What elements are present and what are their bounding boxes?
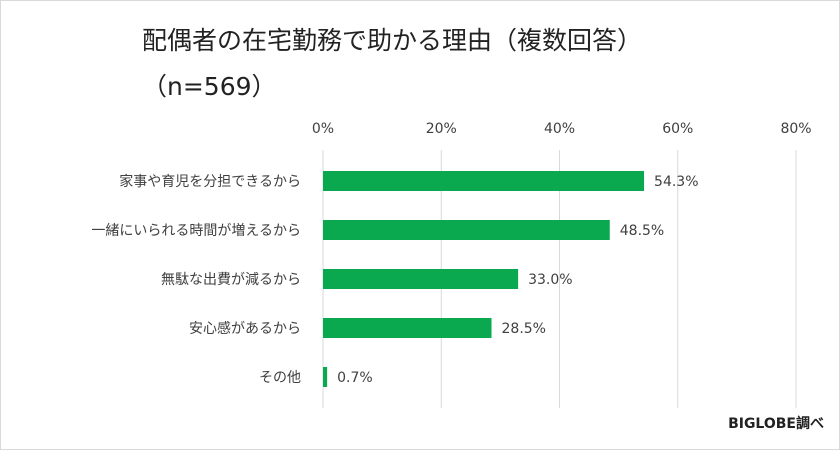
category-label: その他 — [259, 370, 301, 386]
bar — [323, 367, 328, 387]
bar — [323, 220, 610, 240]
data-label: 33.0% — [528, 272, 572, 288]
bar — [323, 171, 645, 191]
category-label: 無駄な出費が減るから — [161, 271, 301, 288]
x-tick-label: 0% — [312, 121, 334, 137]
title-line-2: （n=569） — [142, 72, 277, 101]
chart-title: 配偶者の在宅勤務で助かる理由（複数回答） （n=569） — [142, 24, 642, 116]
category-label: 一緒にいられる時間が増えるから — [91, 223, 301, 239]
data-label: 48.5% — [620, 223, 664, 239]
x-tick-label: 20% — [426, 121, 457, 137]
x-axis-ticks: 0% 20% 40% 60% 80% — [312, 121, 812, 137]
data-label: 54.3% — [654, 174, 698, 190]
category-label: 安心感があるから — [189, 320, 301, 337]
data-label: 0.7% — [337, 370, 373, 386]
x-tick-label: 80% — [780, 121, 811, 137]
data-label: 28.5% — [502, 321, 546, 337]
bars — [323, 171, 645, 387]
bar — [323, 318, 492, 338]
title-line-1: 配偶者の在宅勤務で助かる理由（複数回答） — [142, 26, 643, 55]
category-label: 家事や育児を分担できるから — [119, 173, 301, 190]
category-labels: 家事や育児を分担できるから一緒にいられる時間が増えるから無駄な出費が減るから安心… — [91, 173, 301, 386]
value-labels: 54.3% 48.5% 33.0% 28.5% 0.7% — [337, 174, 698, 386]
x-tick-label: 60% — [662, 121, 693, 137]
source-note: BIGLOBE調べ — [728, 416, 824, 432]
x-tick-label: 40% — [544, 121, 575, 137]
bar — [323, 269, 519, 289]
